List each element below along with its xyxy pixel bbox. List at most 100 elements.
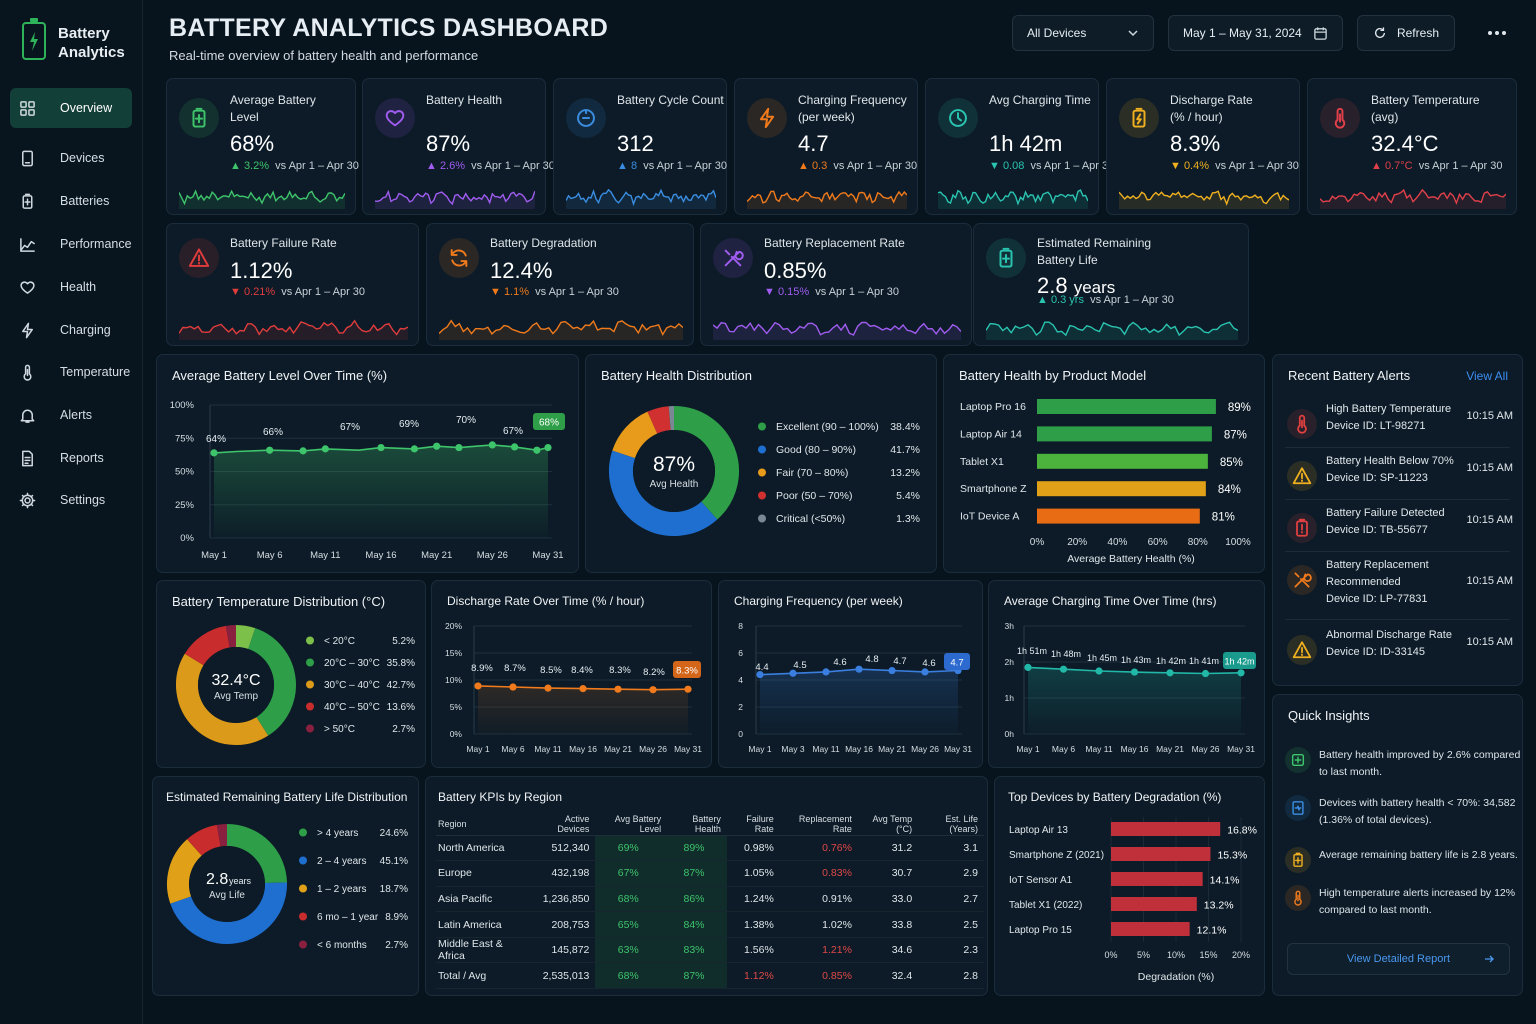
avg-battery-level-panel: Average Battery Level Over Time (%) 100%… [156, 354, 579, 573]
table-cell: 31.2 [857, 835, 919, 862]
table-cell: 1.02% [779, 911, 858, 938]
data-point [789, 669, 797, 677]
refresh-button[interactable]: Refresh [1357, 15, 1455, 51]
sidebar-item-settings[interactable]: Settings [10, 480, 132, 520]
performance-icon [19, 236, 48, 253]
sidebar-item-temperature[interactable]: Temperature [10, 352, 132, 392]
donut-hole [633, 430, 715, 512]
divider [1285, 499, 1510, 500]
table-cell: 0.98% [726, 835, 780, 862]
bell-icon [19, 407, 48, 424]
pie-slice [609, 450, 718, 536]
panel-title: Battery Health Distribution [601, 368, 753, 383]
x-tick-label: May 21 [421, 550, 452, 561]
panel-title: Estimated Remaining Battery Life Distrib… [166, 790, 408, 804]
alert-item[interactable]: Battery Health Below 70% Device ID: SP-11… [1285, 453, 1513, 503]
health-distribution-panel: Battery Health Distribution 87% Avg Healt… [585, 354, 937, 573]
x-tick-label: May 3 [781, 744, 804, 754]
more-options-icon[interactable] [1484, 22, 1510, 44]
panel-title: Recent Battery Alerts [1288, 368, 1411, 383]
divider [1285, 447, 1510, 448]
column-header: Avg Battery Level [595, 813, 668, 836]
pie-slice [612, 411, 658, 459]
view-all-alerts-link[interactable]: View All [1466, 369, 1508, 383]
alert-item[interactable]: Abnormal Discharge Rate Device ID: ID-331… [1285, 627, 1513, 677]
x-tick-label: May 21 [878, 744, 906, 754]
sidebar-item-health[interactable]: Health [10, 267, 132, 307]
legend-dot [306, 680, 314, 689]
data-label: 8.2% [643, 667, 665, 678]
donut-center-value: 32.4°C [211, 672, 260, 689]
data-label: 8.7% [504, 663, 526, 674]
pie-slice [225, 625, 237, 648]
legend-dot [299, 884, 307, 893]
bar-value-label: 13.2% [1204, 900, 1234, 912]
legend-label: 2 – 4 years [317, 856, 366, 867]
bar-value-label: 81% [1212, 512, 1235, 524]
kpi-value: 12.4% [490, 258, 553, 283]
column-header: Battery Health [667, 813, 727, 836]
data-point [579, 685, 587, 693]
data-label: 4.4 [755, 662, 768, 673]
device-filter-select[interactable]: All Devices [1012, 15, 1154, 51]
bar-value-label: 12.1% [1197, 925, 1227, 937]
legend-label: 20°C – 30°C [324, 658, 380, 669]
last-value-label: 68% [539, 418, 559, 429]
y-tick-label: 0% [180, 533, 194, 544]
kpi-sparkline [566, 188, 716, 209]
data-point [544, 443, 552, 452]
sidebar-item-label: Alerts [60, 408, 92, 422]
view-detailed-report-button[interactable]: View Detailed Report [1287, 943, 1510, 975]
data-label: 1h 51m [1017, 646, 1047, 656]
kpi-sparkline [986, 321, 1238, 340]
alert-item[interactable]: Battery Replacement Recommended Device ID:… [1285, 557, 1513, 607]
last-value-badge [944, 653, 970, 670]
x-axis-label: Average Battery Health (%) [1067, 553, 1195, 565]
data-point [433, 442, 441, 450]
data-label: 64% [206, 434, 226, 445]
legend-value: 8.9% [385, 912, 408, 923]
donut-center-label: Avg Health [650, 479, 699, 490]
panel-title: Charging Frequency (per week) [734, 594, 903, 608]
data-point [756, 671, 764, 679]
panel-title: Top Devices by Battery Degradation (%) [1008, 790, 1222, 804]
alert-item[interactable]: Battery Failure Detected Device ID: TB-55… [1285, 505, 1513, 555]
sidebar-item-batteries[interactable]: Batteries [10, 181, 132, 221]
sidebar-item-label: Charging [60, 323, 111, 337]
sidebar-item-overview[interactable]: Overview [10, 88, 132, 128]
table-cell: 67% [595, 860, 668, 887]
kpi-card: Battery Degradation 12.4% ▼ 1.1% vs Apr 1 … [426, 223, 694, 346]
x-tick-label: 0% [1030, 537, 1045, 548]
alert-item[interactable]: High Battery Temperature Device ID: LT-98… [1285, 401, 1513, 451]
x-tick-label: May 11 [534, 744, 562, 754]
charging-time-panel: Average Charging Time Over Time (hrs) 3h… [988, 580, 1265, 768]
data-label: 8.4% [571, 665, 593, 676]
sidebar-item-charging[interactable]: Charging [10, 310, 132, 350]
table-cell: 65% [595, 911, 668, 938]
sidebar-item-reports[interactable]: Reports [10, 438, 132, 478]
legend-dot [299, 828, 307, 837]
last-value-badge [673, 661, 701, 678]
data-point [266, 446, 274, 454]
last-value-badge [533, 413, 565, 430]
battery-icon [19, 193, 48, 210]
kpi-card: Estimated Remaining Battery Life 2.8 years… [973, 223, 1249, 346]
date-range-picker[interactable]: May 1 – May 31, 2024 [1168, 15, 1343, 51]
table-cell: 63% [595, 937, 668, 964]
data-label: 1h 42m [1156, 656, 1186, 666]
donut-center-label: Avg Temp [214, 691, 259, 702]
refresh-label: Refresh [1396, 26, 1439, 40]
table-cell: 69% [595, 835, 668, 862]
x-tick-label: May 26 [911, 744, 939, 754]
sidebar-item-alerts[interactable]: Alerts [10, 395, 132, 435]
table-row: North America 512,340 69% 89% 0.98% 0.76% 31.2… [436, 835, 984, 862]
legend-label: 30°C – 40°C [324, 680, 380, 691]
donut-hole [198, 647, 274, 723]
table-cell: 3.1 [918, 835, 984, 862]
table-cell: Total / Avg [436, 962, 532, 990]
sidebar-item-devices[interactable]: Devices [10, 138, 132, 178]
sidebar-item-performance[interactable]: Performance [10, 224, 132, 264]
table-cell: 1.12% [726, 962, 780, 990]
kpi-title: Estimated Remaining Battery Life [1037, 236, 1152, 267]
page-title: BATTERY ANALYTICS DASHBOARD [169, 14, 609, 42]
